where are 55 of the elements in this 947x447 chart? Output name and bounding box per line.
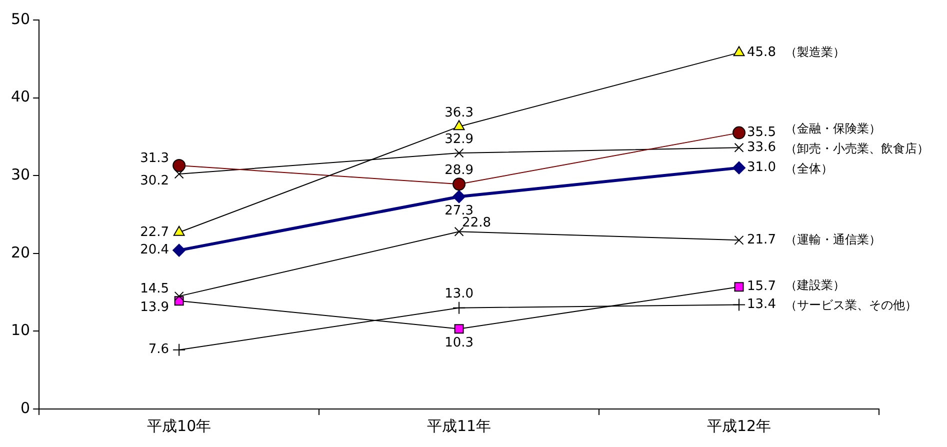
point	[452, 301, 466, 314]
y-tick-label: 10	[10, 321, 30, 340]
point	[734, 282, 744, 292]
data-label: 14.5	[140, 282, 170, 297]
data-label: 28.9	[444, 163, 474, 178]
point	[172, 244, 186, 257]
point	[452, 190, 466, 204]
text: （金融・保険業）	[785, 122, 882, 136]
text: （卸売・小売業、飲食店）	[785, 142, 930, 156]
y-tick-label: 40	[10, 88, 30, 106]
text: （運輸・通信業）	[785, 232, 882, 246]
data-label: 13.0	[444, 286, 474, 302]
point	[454, 226, 464, 236]
data-label: 33.6	[747, 140, 776, 155]
text: （全体）	[785, 162, 834, 176]
data-label: 21.7	[747, 232, 776, 248]
point	[734, 142, 744, 152]
text: （建設業）	[785, 278, 846, 292]
data-label: 22.7	[140, 224, 170, 240]
point	[172, 158, 186, 172]
data-label: 7.6	[148, 342, 170, 358]
data-label: 45.8	[747, 45, 776, 60]
y-tick-label: 30	[10, 165, 30, 184]
point	[732, 298, 746, 312]
point	[732, 161, 746, 174]
point	[454, 148, 464, 158]
data-label: 31.3	[140, 150, 170, 166]
y-tick-label: 0	[20, 398, 30, 417]
point	[734, 235, 744, 245]
data-label: 36.3	[444, 105, 474, 120]
data-label: 35.5	[747, 125, 776, 140]
x-tick-label: 平成11年	[426, 416, 492, 435]
point	[172, 343, 186, 356]
point	[452, 178, 466, 191]
data-label: 31.0	[747, 160, 776, 176]
data-label: 13.9	[140, 300, 170, 316]
data-label: 32.9	[444, 132, 474, 147]
data-label: 15.7	[747, 279, 776, 294]
x-tick-label: 平成12年	[706, 416, 772, 435]
x-tick-label: 平成10年	[147, 416, 212, 435]
data-label: 30.2	[140, 173, 170, 188]
data-label: 10.3	[444, 336, 474, 351]
y-tick-label: 20	[10, 243, 30, 262]
point	[174, 291, 184, 301]
point	[174, 169, 184, 179]
point	[733, 46, 745, 56]
y-tick-label: 50	[10, 10, 30, 28]
data-label: 13.4	[747, 297, 776, 312]
point	[454, 324, 464, 334]
text: （サービス業、その他）	[785, 298, 918, 312]
data-label: 20.4	[140, 242, 170, 258]
point	[453, 120, 465, 130]
text: （製造業）	[785, 44, 846, 59]
data-label: 22.8	[462, 215, 491, 230]
point	[732, 126, 746, 140]
